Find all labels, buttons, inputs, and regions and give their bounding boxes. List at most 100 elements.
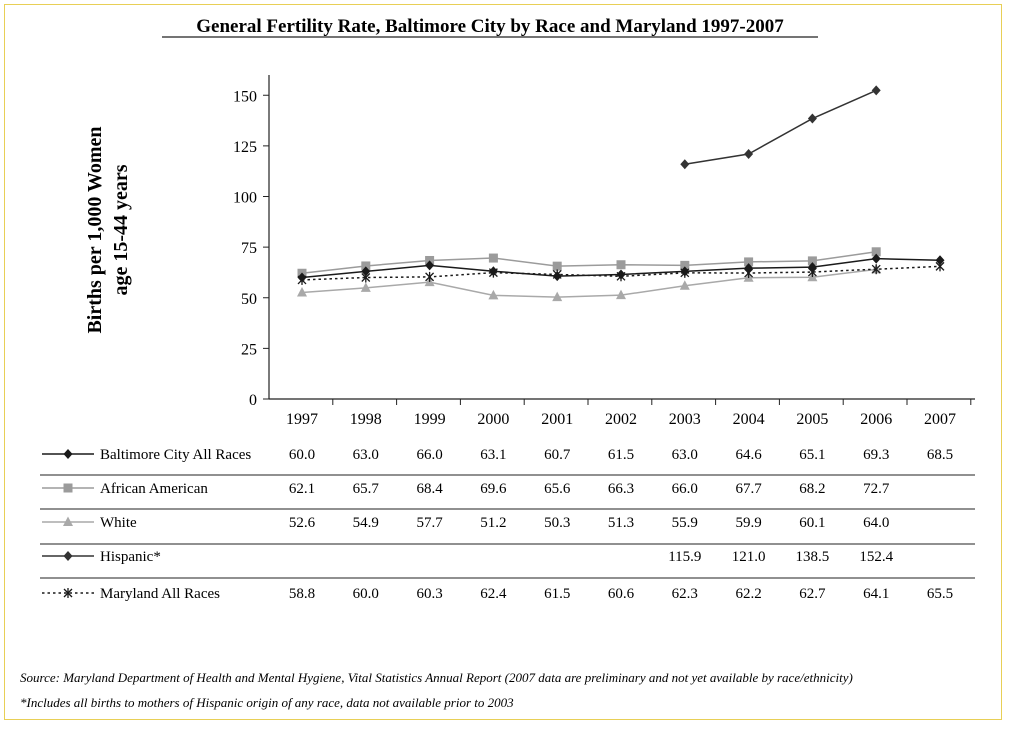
table-value: 72.7 xyxy=(863,481,890,497)
data-point xyxy=(871,85,881,96)
table-value: 65.6 xyxy=(544,481,571,497)
legend-swatch-marker xyxy=(63,588,73,598)
table-value: 63.0 xyxy=(672,447,698,463)
table-value: 138.5 xyxy=(796,549,830,565)
table-value: 55.9 xyxy=(672,515,698,531)
table-value: 65.7 xyxy=(353,481,380,497)
data-point xyxy=(297,272,307,283)
table-value: 60.1 xyxy=(799,515,825,531)
table-value: 68.5 xyxy=(927,447,953,463)
x-tick-label: 2004 xyxy=(733,411,765,428)
y-tick-label: 75 xyxy=(241,240,257,257)
y-tick-label: 0 xyxy=(249,392,257,409)
x-tick-label: 2003 xyxy=(669,411,701,428)
table-row-2: White 52.6 54.9 57.7 51.2 50.3 51.3 55.9 59.9 60.… xyxy=(42,515,889,531)
table-value: 63.0 xyxy=(353,447,379,463)
table-value: 65.1 xyxy=(799,447,825,463)
y-axis-label-line2: age 15-44 years xyxy=(110,164,132,295)
data-point xyxy=(361,266,371,277)
data-point xyxy=(425,271,435,282)
data-point xyxy=(488,266,498,277)
table-value: 66.0 xyxy=(672,481,698,497)
series-3 xyxy=(680,85,881,170)
series-layer xyxy=(297,85,945,302)
table-value: 60.7 xyxy=(544,447,571,463)
y-tick-label: 25 xyxy=(241,341,257,358)
data-point xyxy=(616,269,626,280)
series-1 xyxy=(297,247,881,278)
table-value: 62.3 xyxy=(672,586,698,602)
y-tick-label: 150 xyxy=(233,88,257,105)
series-line xyxy=(301,268,877,298)
legend-label: African American xyxy=(100,481,208,497)
table-value: 61.5 xyxy=(608,447,634,463)
table-value: 51.2 xyxy=(480,515,506,531)
source-note: Source: Maryland Department of Health an… xyxy=(20,670,853,685)
table-value: 62.2 xyxy=(735,586,761,602)
table-value: 60.6 xyxy=(608,586,635,602)
table-value: 60.0 xyxy=(289,447,315,463)
table-value: 62.1 xyxy=(289,481,315,497)
table-value: 65.5 xyxy=(927,586,953,602)
table-row-3: Hispanic* 115.9 121.0 138.5 152.4 xyxy=(42,549,894,565)
x-tick-label: 2002 xyxy=(605,411,637,428)
table-value: 63.1 xyxy=(480,447,506,463)
table-value: 121.0 xyxy=(732,549,766,565)
x-tick-label: 2001 xyxy=(541,411,573,428)
table-value: 66.3 xyxy=(608,481,634,497)
table-value: 67.7 xyxy=(735,481,762,497)
table-value: 61.5 xyxy=(544,586,570,602)
data-point xyxy=(552,291,563,302)
legend-swatch-marker xyxy=(63,551,73,561)
legend-label: Baltimore City All Races xyxy=(100,447,251,463)
data-point xyxy=(488,253,498,263)
legend-label: Hispanic* xyxy=(100,549,161,565)
data-point xyxy=(680,159,690,170)
table-value: 69.3 xyxy=(863,447,889,463)
table-row-1: African American 62.1 65.7 68.4 69.6 65.6 66.3… xyxy=(42,481,890,497)
table-value: 54.9 xyxy=(353,515,379,531)
data-point xyxy=(871,253,881,264)
axes: 0 25 50 75 100 125 150 1997 1998 1999 2000 2001 2002… xyxy=(233,75,975,428)
y-tick-label: 100 xyxy=(233,190,257,207)
legend-label: White xyxy=(100,515,137,531)
table-value: 62.7 xyxy=(799,586,826,602)
legend-swatch-marker xyxy=(63,449,73,459)
data-point xyxy=(297,286,307,297)
table-value: 59.9 xyxy=(735,515,761,531)
x-tick-label: 2006 xyxy=(860,411,892,428)
x-tick-label: 2005 xyxy=(796,411,828,428)
data-point xyxy=(744,263,754,274)
data-point xyxy=(871,247,881,257)
data-point xyxy=(679,280,690,290)
table-value: 64.6 xyxy=(735,447,762,463)
data-point xyxy=(361,261,371,271)
table-value: 60.0 xyxy=(353,586,379,602)
data-point xyxy=(552,261,562,271)
table-row-0: Baltimore City All Races 60.0 63.0 66.0 63.1… xyxy=(42,447,953,463)
table-value: 152.4 xyxy=(859,549,893,565)
data-point xyxy=(807,113,817,124)
table-value: 50.3 xyxy=(544,515,570,531)
data-point xyxy=(488,289,499,300)
chart-title: General Fertility Rate, Baltimore City b… xyxy=(196,16,784,37)
data-point xyxy=(807,262,817,273)
y-tick-label: 50 xyxy=(241,291,257,308)
data-point xyxy=(616,289,626,300)
x-tick-label: 2000 xyxy=(477,411,509,428)
data-point xyxy=(680,260,690,270)
data-point xyxy=(807,256,817,266)
table-value: 57.7 xyxy=(416,515,443,531)
series-line xyxy=(301,251,877,274)
table-value: 68.2 xyxy=(799,481,825,497)
table-value: 115.9 xyxy=(668,549,701,565)
data-point xyxy=(680,266,690,277)
data-point xyxy=(744,148,754,159)
y-axis-label-line1: Births per 1,000 Women xyxy=(84,126,106,333)
footnote: *Includes all births to mothers of Hispa… xyxy=(20,695,514,710)
table-value: 66.0 xyxy=(416,447,442,463)
table-row-4: Maryland All Races 58.8 60.0 60.3 62.4 61.5 60… xyxy=(42,586,953,602)
table-value: 51.3 xyxy=(608,515,634,531)
y-tick-label: 125 xyxy=(233,139,257,156)
legend-swatch-marker xyxy=(63,483,73,493)
